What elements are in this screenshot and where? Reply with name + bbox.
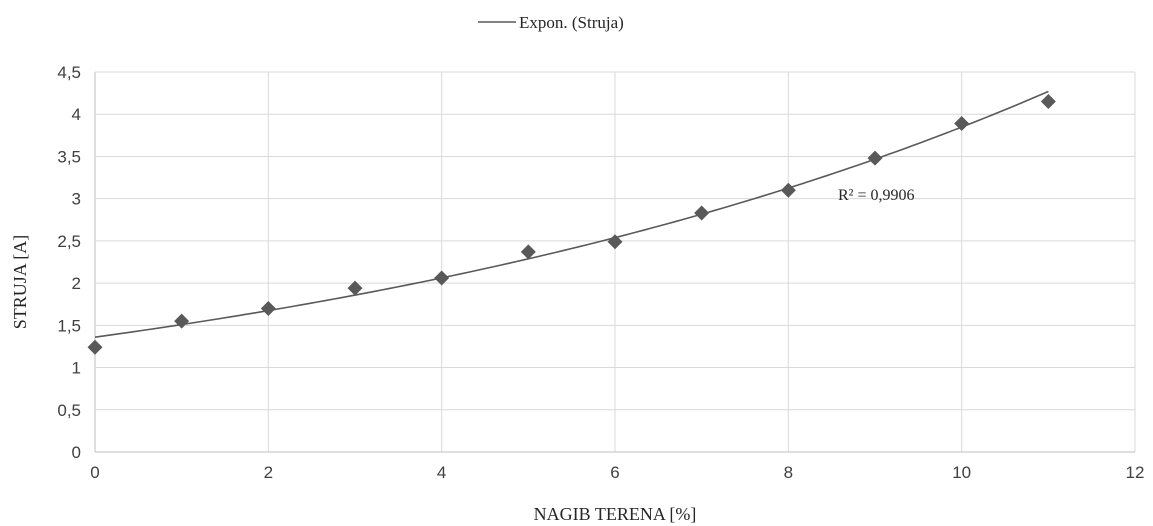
- y-axis-title: STRUJA [A]: [10, 235, 30, 330]
- y-tick-labels: 0 0,5 1 1,5 2 2,5 3 3,5 4 4,5: [57, 63, 81, 462]
- data-point-diamond: [954, 116, 970, 132]
- x-tick-label: 0: [90, 463, 99, 482]
- y-tick-label: 4: [72, 105, 81, 124]
- data-points: [87, 94, 1056, 355]
- data-point-diamond: [694, 205, 710, 221]
- x-tick-label: 4: [437, 463, 446, 482]
- grid: [94, 71, 1136, 453]
- x-tick-label: 6: [610, 463, 619, 482]
- y-tick-label: 1: [72, 359, 81, 378]
- data-point-diamond: [607, 234, 623, 250]
- data-point-diamond: [174, 313, 190, 329]
- data-point-diamond: [87, 339, 103, 355]
- data-point-diamond: [780, 182, 796, 198]
- exponential-trendline: [94, 90, 1049, 338]
- legend-entry-trendline: Expon. (Struja): [519, 13, 624, 32]
- data-point-diamond: [867, 150, 883, 166]
- x-tick-labels: 0 2 4 6 8 10 12: [90, 463, 1144, 482]
- data-point-diamond: [1040, 94, 1056, 110]
- r-squared-label: R² = 0,9906: [838, 187, 915, 204]
- trendline-group: [94, 90, 1049, 338]
- y-tick-label: 4,5: [57, 63, 81, 82]
- legend: Expon. (Struja): [478, 13, 624, 32]
- x-tick-label: 10: [952, 463, 971, 482]
- y-tick-label: 0: [72, 443, 81, 462]
- data-point-diamond: [434, 270, 450, 286]
- x-axis-title: NAGIB TERENA [%]: [534, 504, 697, 524]
- y-tick-label: 1,5: [57, 316, 81, 335]
- data-point-diamond: [520, 244, 536, 260]
- y-tick-label: 2: [72, 274, 81, 293]
- y-tick-label: 0,5: [57, 401, 81, 420]
- y-tick-label: 2,5: [57, 232, 81, 251]
- data-point-diamond: [347, 280, 363, 296]
- x-tick-label: 12: [1126, 463, 1145, 482]
- x-tick-label: 8: [784, 463, 793, 482]
- data-point-diamond: [260, 300, 276, 316]
- y-tick-label: 3,5: [57, 147, 81, 166]
- y-tick-label: 3: [72, 190, 81, 209]
- x-tick-label: 2: [264, 463, 273, 482]
